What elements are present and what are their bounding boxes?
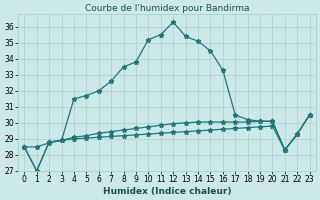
Title: Courbe de l'humidex pour Bandirma: Courbe de l'humidex pour Bandirma bbox=[85, 4, 249, 13]
X-axis label: Humidex (Indice chaleur): Humidex (Indice chaleur) bbox=[103, 187, 231, 196]
